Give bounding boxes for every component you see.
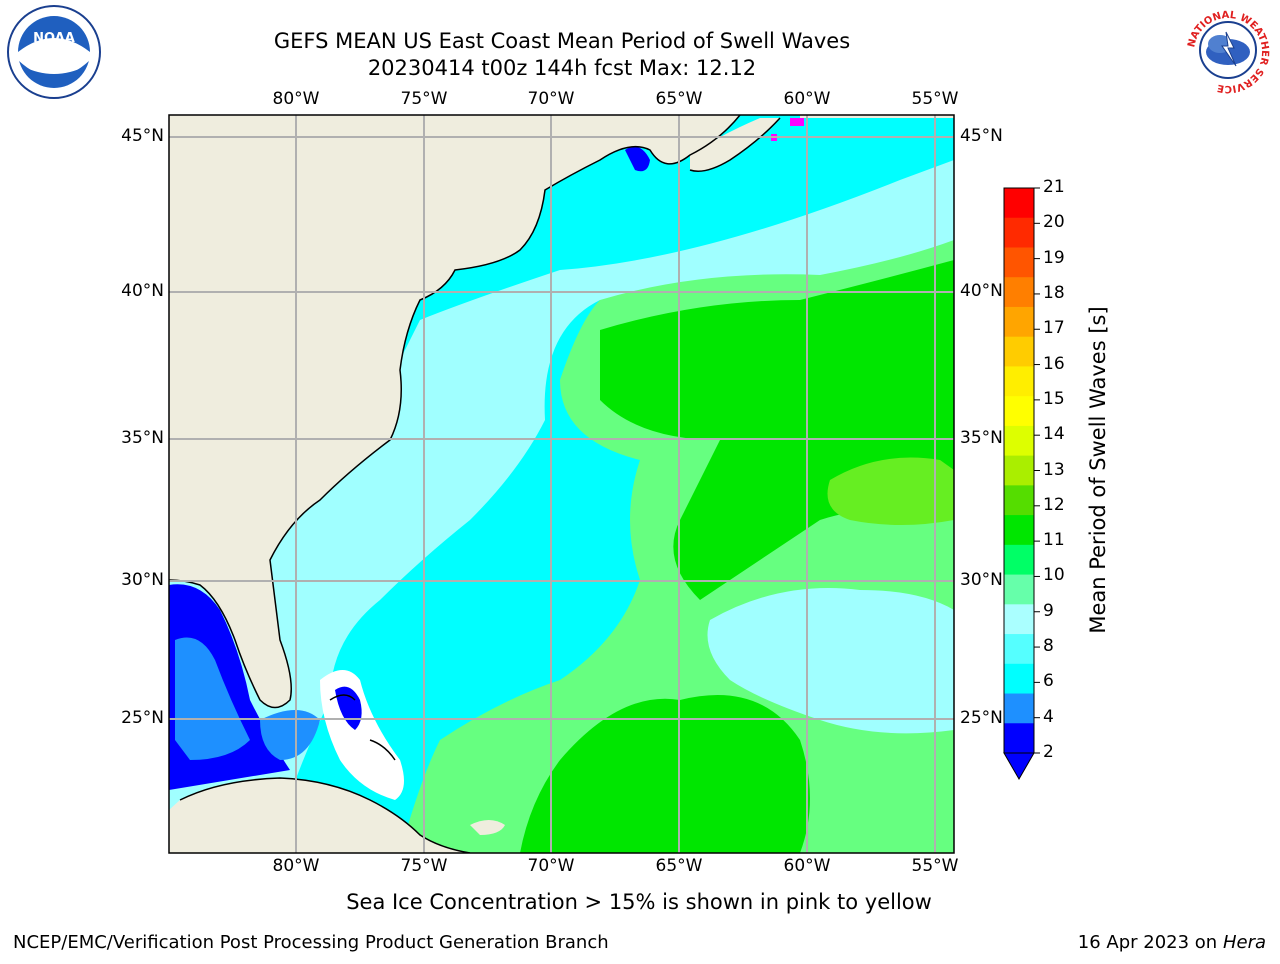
colorbar-segment <box>1004 485 1034 516</box>
colorbar-segment <box>1004 247 1034 278</box>
lat-label-right: 40°N <box>960 281 1003 301</box>
contour-11-12 <box>827 457 954 525</box>
contour-6-8-east <box>707 588 954 734</box>
contour-8-9 <box>169 160 954 853</box>
land-hispaniola <box>470 820 505 835</box>
colorbar-segment <box>1004 277 1034 308</box>
colorbar-tick-label: 15 <box>1043 388 1065 409</box>
colorbar-segment <box>1004 455 1034 486</box>
colorbar-tick-label: 21 <box>1043 177 1065 197</box>
footer-credit: NCEP/EMC/Verification Post Processing Pr… <box>13 932 609 953</box>
sea-ice-patch <box>771 134 777 141</box>
lat-label-left: 40°N <box>121 281 164 301</box>
sea-ice-patch <box>790 118 804 126</box>
footer-host: Hera <box>1222 932 1266 953</box>
land-nova-scotia <box>690 118 780 172</box>
lon-label-top: 60°W <box>783 89 831 109</box>
lon-label-top: 80°W <box>272 89 320 109</box>
lon-label-top: 70°W <box>527 89 575 109</box>
lat-label-right: 30°N <box>960 570 1003 590</box>
ice-note: Sea Ice Concentration > 15% is shown in … <box>346 890 932 914</box>
lon-label-bottom: 55°W <box>911 856 959 876</box>
contour-10-11-south <box>520 695 810 853</box>
colorbar-segment <box>1004 634 1034 665</box>
lat-label-left: 30°N <box>121 570 164 590</box>
colorbar-tick-label: 8 <box>1043 636 1054 657</box>
colorbar-tick-label: 2 <box>1043 742 1054 762</box>
noaa-logo-text: NOAA <box>33 31 75 46</box>
colorbar-tick-label: 10 <box>1043 565 1065 586</box>
lon-label-bottom: 75°W <box>400 856 448 876</box>
bahamas-banks <box>320 670 404 800</box>
lon-label-top: 65°W <box>655 89 703 109</box>
lon-label-bottom: 60°W <box>783 856 831 876</box>
colorbar-segment <box>1004 396 1034 427</box>
lat-label-right: 25°N <box>960 708 1003 728</box>
lat-label-left: 25°N <box>121 708 164 728</box>
coastline-bahamas <box>329 694 396 761</box>
land-cuba <box>169 778 470 853</box>
lon-label-bottom: 65°W <box>655 856 703 876</box>
colorbar-tick-label: 12 <box>1043 494 1065 515</box>
contour-4-6 <box>175 637 250 760</box>
footer-date: 16 Apr 2023 on Hera <box>1078 932 1266 953</box>
coastline-east <box>169 115 741 709</box>
colorbar-segment <box>1004 188 1034 219</box>
colorbar-tick-label: 13 <box>1043 459 1065 480</box>
contour-10-11 <box>600 260 954 600</box>
colorbar-segment <box>1004 693 1034 724</box>
colorbar-tick-label: 11 <box>1043 530 1065 551</box>
land-newfoundland-tip <box>800 115 954 118</box>
colorbar-segment <box>1004 663 1034 695</box>
colorbar-segment <box>1004 515 1034 546</box>
footer-date-text: 16 Apr 2023 on <box>1077 932 1223 953</box>
coastline-cuba <box>179 777 471 853</box>
lon-label-bottom: 80°W <box>272 856 320 876</box>
colorbar-segment <box>1004 366 1034 397</box>
map-subtitle: 20230414 t00z 144h fcst Max: 12.12 <box>367 56 757 80</box>
colorbar-label: Mean Period of Swell Waves [s] <box>1086 306 1110 634</box>
colorbar-tick-label: 14 <box>1043 424 1065 445</box>
colorbar-segment <box>1004 306 1034 338</box>
colorbar-tick-label: 6 <box>1043 671 1054 692</box>
lon-label-top: 75°W <box>400 89 448 109</box>
contour-keys <box>260 710 320 760</box>
colorbar-tick-label: 9 <box>1043 600 1054 621</box>
lon-label-top: 55°W <box>911 89 959 109</box>
nws-logo: NATIONAL WEATHER SERVICE <box>1178 2 1278 98</box>
lat-label-right: 45°N <box>960 126 1003 146</box>
coastline-nova-scotia <box>689 117 781 172</box>
colorbar-tick-label: 20 <box>1043 212 1065 233</box>
lon-label-bottom: 70°W <box>527 856 575 876</box>
ocean-base <box>169 115 954 853</box>
colorbar-segment <box>1004 425 1034 457</box>
map-title: GEFS MEAN US East Coast Mean Period of S… <box>273 29 851 53</box>
colorbar-tick-label: 19 <box>1043 247 1065 268</box>
lat-label-right: 35°N <box>960 428 1003 448</box>
colorbar-segment <box>1004 723 1034 754</box>
graticule <box>169 115 954 853</box>
contour-2-4 <box>169 584 290 790</box>
colorbar-segment <box>1004 604 1034 635</box>
colorbar-tick-label: 4 <box>1043 706 1054 727</box>
colorbar-segment <box>1004 574 1034 605</box>
colorbar-tick-label: 18 <box>1043 282 1065 303</box>
colorbar-extend-arrow <box>1003 752 1035 781</box>
lat-label-left: 45°N <box>121 126 164 146</box>
colorbar <box>990 180 1120 790</box>
lat-label-left: 35°N <box>121 428 164 448</box>
map-frame <box>168 114 955 854</box>
land-north-america <box>169 115 740 708</box>
colorbar-segment <box>1004 336 1034 367</box>
bahamas-shelf <box>335 686 362 730</box>
contour-gulf-of-maine <box>625 146 650 172</box>
colorbar-segment <box>1004 544 1034 576</box>
contour-9-10 <box>400 240 954 853</box>
colorbar-tick-label: 17 <box>1043 318 1065 339</box>
colorbar-segment <box>1004 217 1034 248</box>
colorbar-tick-label: 16 <box>1043 353 1065 374</box>
noaa-logo: NOAA <box>4 4 104 100</box>
